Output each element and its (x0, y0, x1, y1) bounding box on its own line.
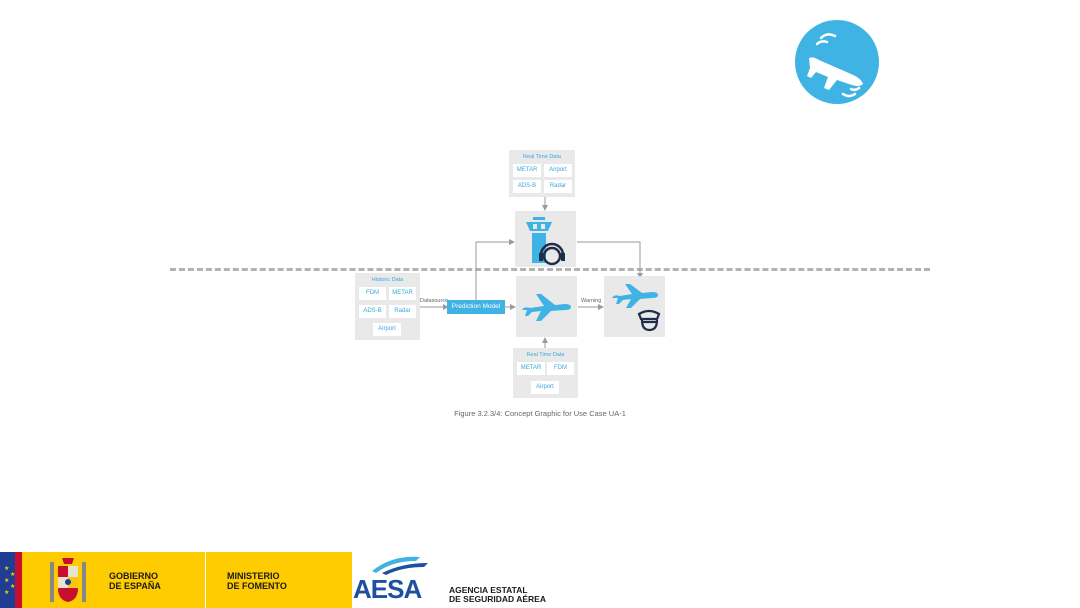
figure-caption: Figure 3.2.3/4: Concept Graphic for Use … (454, 409, 626, 418)
historic-title: Historic Data (371, 277, 404, 283)
gobierno-line1: GOBIERNO (109, 571, 159, 581)
realtime-top-title: Real Time Data (523, 154, 561, 160)
aircraft-pilot-icon (612, 284, 661, 332)
coat-of-arms-icon (50, 558, 86, 602)
svg-text:★: ★ (4, 577, 9, 584)
aesa-agency-line2: DE SEGURIDAD AÉREA (449, 594, 546, 604)
realtime-top-cell: METAR (513, 164, 541, 177)
airplane-landing-icon (807, 33, 863, 98)
airplane-landing-badge (795, 20, 879, 104)
svg-text:★: ★ (4, 589, 9, 596)
realtime-data-bottom: Real Time Data METAR FDM Airport (513, 348, 578, 398)
control-tower-box (515, 211, 576, 267)
historic-cell: Airport (373, 323, 401, 336)
aircraft-icon (522, 294, 571, 321)
svg-text:★: ★ (10, 571, 15, 578)
gobierno-line2: DE ESPAÑA (109, 581, 161, 591)
historic-data-box: Historic Data FDM METAR ADS-B Radar Airp… (355, 273, 420, 340)
historic-cell: ADS-B (359, 305, 386, 318)
historic-cell: FDM (359, 287, 386, 300)
svg-text:★: ★ (4, 565, 9, 572)
aesa-wordmark: AESA (353, 574, 422, 604)
realtime-top-cell: Radar (544, 180, 572, 193)
realtime-bottom-cell: Airport (531, 381, 559, 394)
ministerio-line2: DE FOMENTO (227, 581, 287, 591)
aesa-agency-line1: AGENCIA ESTATAL (449, 585, 528, 595)
realtime-bottom-cell: METAR (517, 362, 545, 375)
historic-cell: Radar (389, 305, 416, 318)
realtime-top-cell: Airport (544, 164, 572, 177)
realtime-data-top: Real Time Data METAR Airport ADS-B Radar (509, 150, 575, 197)
aircraft-box (516, 276, 577, 337)
airspace-dashed-line (170, 268, 930, 271)
warning-label: Warning (581, 298, 602, 304)
eu-flag-strip: ★ ★ ★ ★ ★ (0, 552, 22, 608)
realtime-bottom-cell: FDM (547, 362, 574, 375)
datasource-label: Datasource (420, 298, 449, 304)
prediction-model-box: Prediction Model (447, 300, 505, 314)
aesa-wings-icon (372, 556, 428, 575)
svg-text:★: ★ (10, 583, 15, 590)
control-tower-headset-icon (526, 217, 565, 266)
ministerio-line1: MINISTERIO (227, 571, 280, 581)
realtime-top-cell: ADS-B (513, 180, 541, 193)
pilot-box (604, 276, 665, 337)
historic-cell: METAR (389, 287, 416, 300)
realtime-bottom-title: Real Time Data (526, 352, 565, 358)
gobierno-espana-logo: GOBIERNO DE ESPAÑA MINISTERIO DE FOMENTO (22, 552, 352, 608)
